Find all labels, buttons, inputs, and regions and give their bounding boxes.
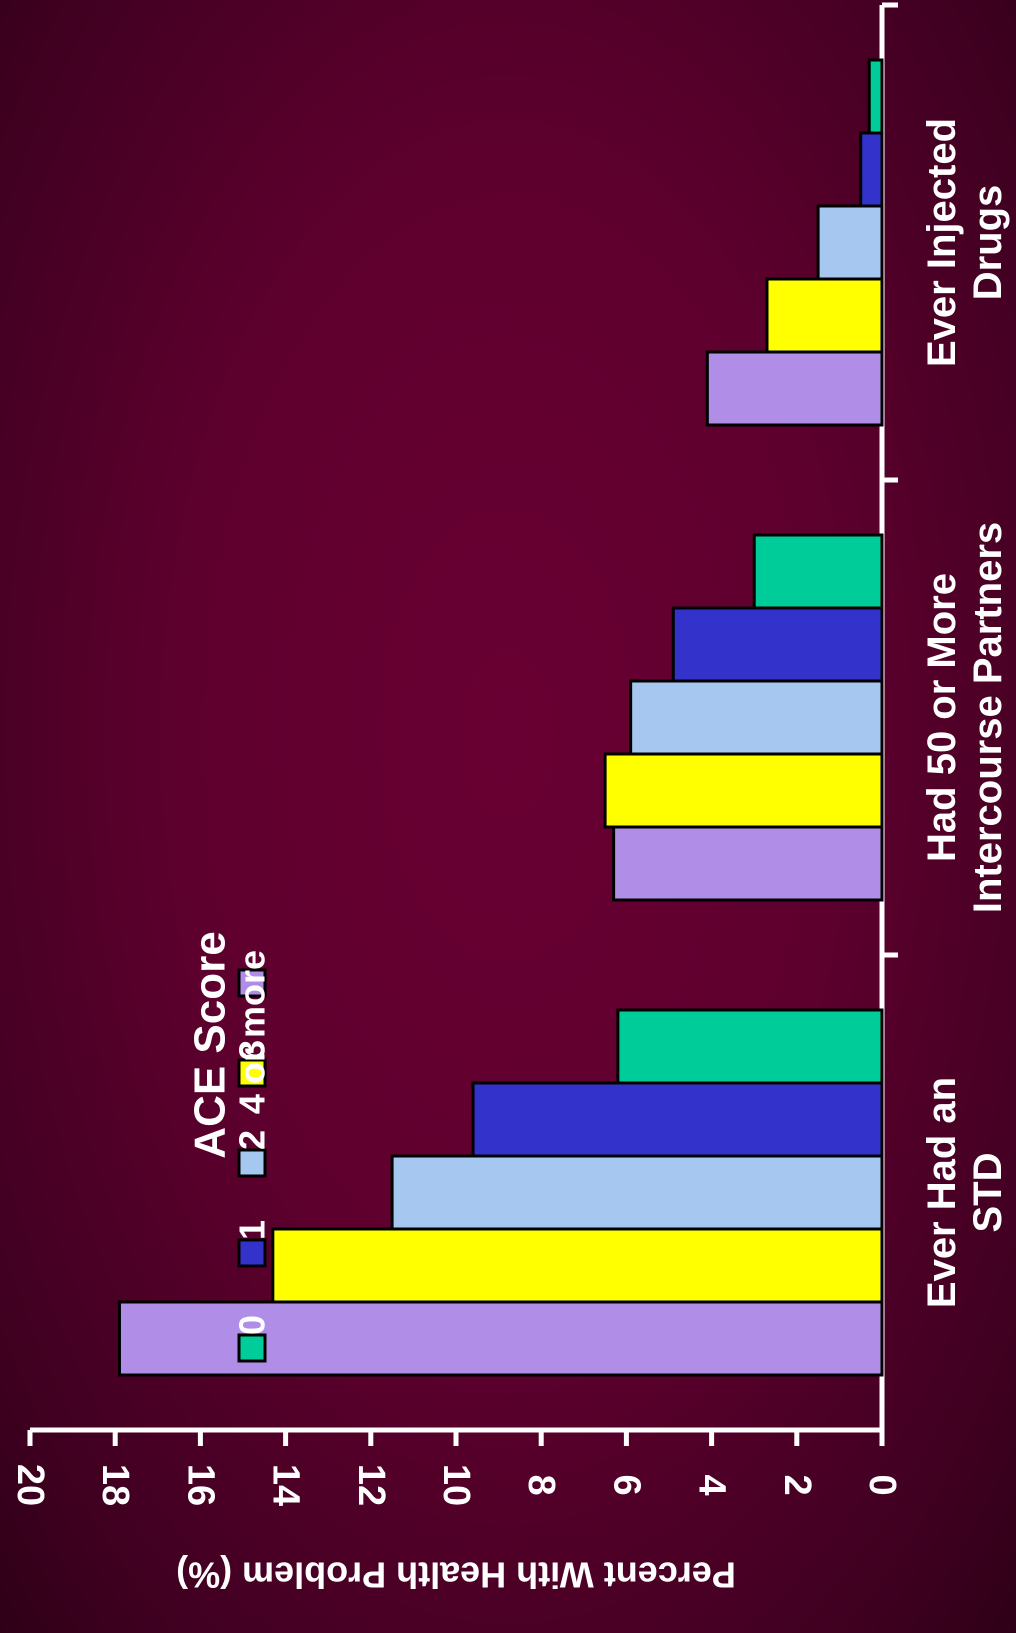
value-tick-label: 14: [265, 1464, 307, 1506]
value-tick-label: 4: [691, 1474, 733, 1495]
legend-swatch-1: [237, 1238, 267, 1268]
legend-label-1: 1: [232, 1220, 273, 1240]
legend-swatch-4-or-more: [237, 968, 267, 998]
bar-1-cat3: [471, 1081, 884, 1158]
category-label-line: Ever Injected: [920, 118, 964, 367]
bar-0-cat1: [867, 58, 884, 135]
bar-4-or-more-cat2: [612, 825, 884, 902]
value-tick-label: 18: [94, 1464, 136, 1506]
value-tick-label: 6: [605, 1474, 647, 1495]
value-tick-label: 16: [179, 1464, 221, 1506]
legend-swatch-3: [237, 1058, 267, 1088]
legend-swatch-0: [237, 1333, 267, 1363]
category-labels-group: Ever Injected Drugs Had 50 or More Intercou…: [920, 118, 1010, 1308]
value-tick-label: 8: [520, 1474, 562, 1495]
y-axis-title: Percent With Health Problem (%): [176, 1555, 736, 1596]
bar-1-cat1: [859, 131, 884, 208]
bar-0-cat2: [752, 533, 884, 610]
category-label-line: Intercourse Partners: [966, 522, 1010, 913]
value-tick-label: 2: [776, 1474, 818, 1495]
bar-4-or-more-cat1: [705, 350, 884, 427]
value-tick-label: 10: [435, 1464, 477, 1506]
category-label-line: Drugs: [966, 185, 1010, 301]
legend-label-2: 2: [232, 1130, 273, 1150]
value-tick-label: 20: [9, 1464, 51, 1506]
value-tick-label: 12: [350, 1464, 392, 1506]
legend-swatch-2: [237, 1148, 267, 1178]
bar-0-cat3: [616, 1008, 884, 1085]
tick-labels-group: 0 2 4 6 8 10 12 14 16 18 20: [9, 1430, 903, 1506]
value-tick-label: 0: [861, 1474, 903, 1495]
legend-label-3: 3: [232, 1040, 273, 1060]
bar-3-cat3: [271, 1227, 884, 1304]
category-label-line: Had 50 or More: [920, 573, 964, 862]
bar-3-cat1: [765, 277, 884, 354]
bar-2-cat3: [390, 1154, 884, 1231]
bars-group: [117, 58, 884, 1377]
bar-2-cat2: [629, 679, 884, 756]
bar-3-cat2: [603, 752, 884, 829]
category-label-line: Ever Had an: [920, 1077, 964, 1308]
bar-4-or-more-cat3: [117, 1300, 884, 1377]
legend-title: ACE Score: [186, 931, 235, 1158]
category-label-line: STD: [966, 1153, 1010, 1233]
bar-2-cat1: [816, 204, 884, 281]
bar-1-cat2: [671, 606, 884, 683]
legend: ACE Score 0 1 2 34 or more: [186, 931, 273, 1363]
legend-label-0: 0: [232, 1315, 273, 1335]
legend-label-4-or-more: 4 or more: [232, 950, 273, 1114]
